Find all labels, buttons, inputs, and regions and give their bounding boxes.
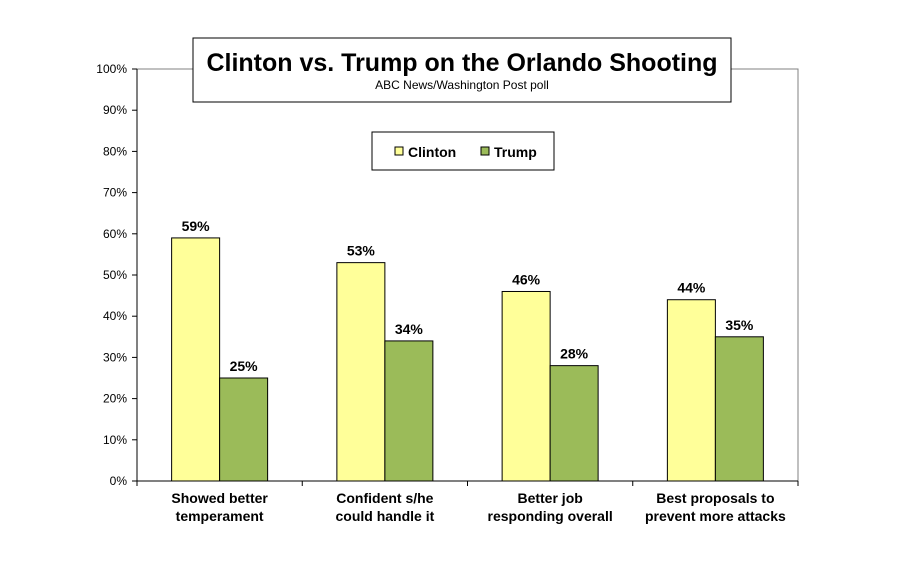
bar-trump [384, 340, 434, 482]
bar-clinton [336, 262, 386, 482]
bar-trump [549, 365, 599, 482]
legend-label-trump: Trump [494, 144, 537, 160]
y-tick-label: 50% [103, 268, 127, 282]
x-category-label: prevent more attacks [645, 508, 786, 524]
bar-value-label: 53% [347, 243, 376, 259]
x-category-label: Better job [517, 490, 582, 506]
x-category-label: Showed better [171, 490, 268, 506]
y-tick-label: 80% [103, 144, 127, 158]
chart-title: Clinton vs. Trump on the Orlando Shootin… [206, 49, 717, 77]
x-category-label: responding overall [488, 508, 613, 524]
bar-value-label: 44% [677, 280, 706, 296]
y-tick-label: 10% [103, 433, 127, 447]
legend-swatch-trump [480, 146, 490, 156]
bar-trump [219, 377, 269, 482]
legend-label-clinton: Clinton [408, 144, 456, 160]
y-tick-label: 20% [103, 392, 127, 406]
x-category-label: Confident s/he [336, 490, 433, 506]
bar-value-label: 35% [725, 317, 754, 333]
bar-value-label: 59% [182, 218, 211, 234]
x-category-label: Best proposals to [656, 490, 774, 506]
bar-value-label: 28% [560, 346, 589, 362]
title-box: Clinton vs. Trump on the Orlando Shootin… [192, 37, 732, 103]
bar-value-label: 25% [230, 358, 259, 374]
y-tick-label: 40% [103, 309, 127, 323]
legend: Clinton Trump [371, 131, 555, 171]
bar-clinton [171, 237, 221, 482]
chart-subtitle: ABC News/Washington Post poll [375, 78, 549, 92]
y-tick-label: 0% [110, 474, 128, 488]
bar-clinton [501, 290, 551, 482]
bar-clinton [666, 299, 716, 482]
bar-trump [714, 336, 764, 482]
bar-value-label: 34% [395, 321, 424, 337]
x-category-label: temperament [176, 508, 264, 524]
bar-value-label: 46% [512, 271, 541, 287]
y-tick-label: 70% [103, 186, 127, 200]
legend-swatch-clinton [394, 146, 404, 156]
y-tick-label: 90% [103, 103, 127, 117]
x-category-label: could handle it [335, 508, 434, 524]
y-tick-label: 30% [103, 350, 127, 364]
y-tick-label: 60% [103, 227, 127, 241]
y-tick-label: 100% [96, 62, 127, 76]
